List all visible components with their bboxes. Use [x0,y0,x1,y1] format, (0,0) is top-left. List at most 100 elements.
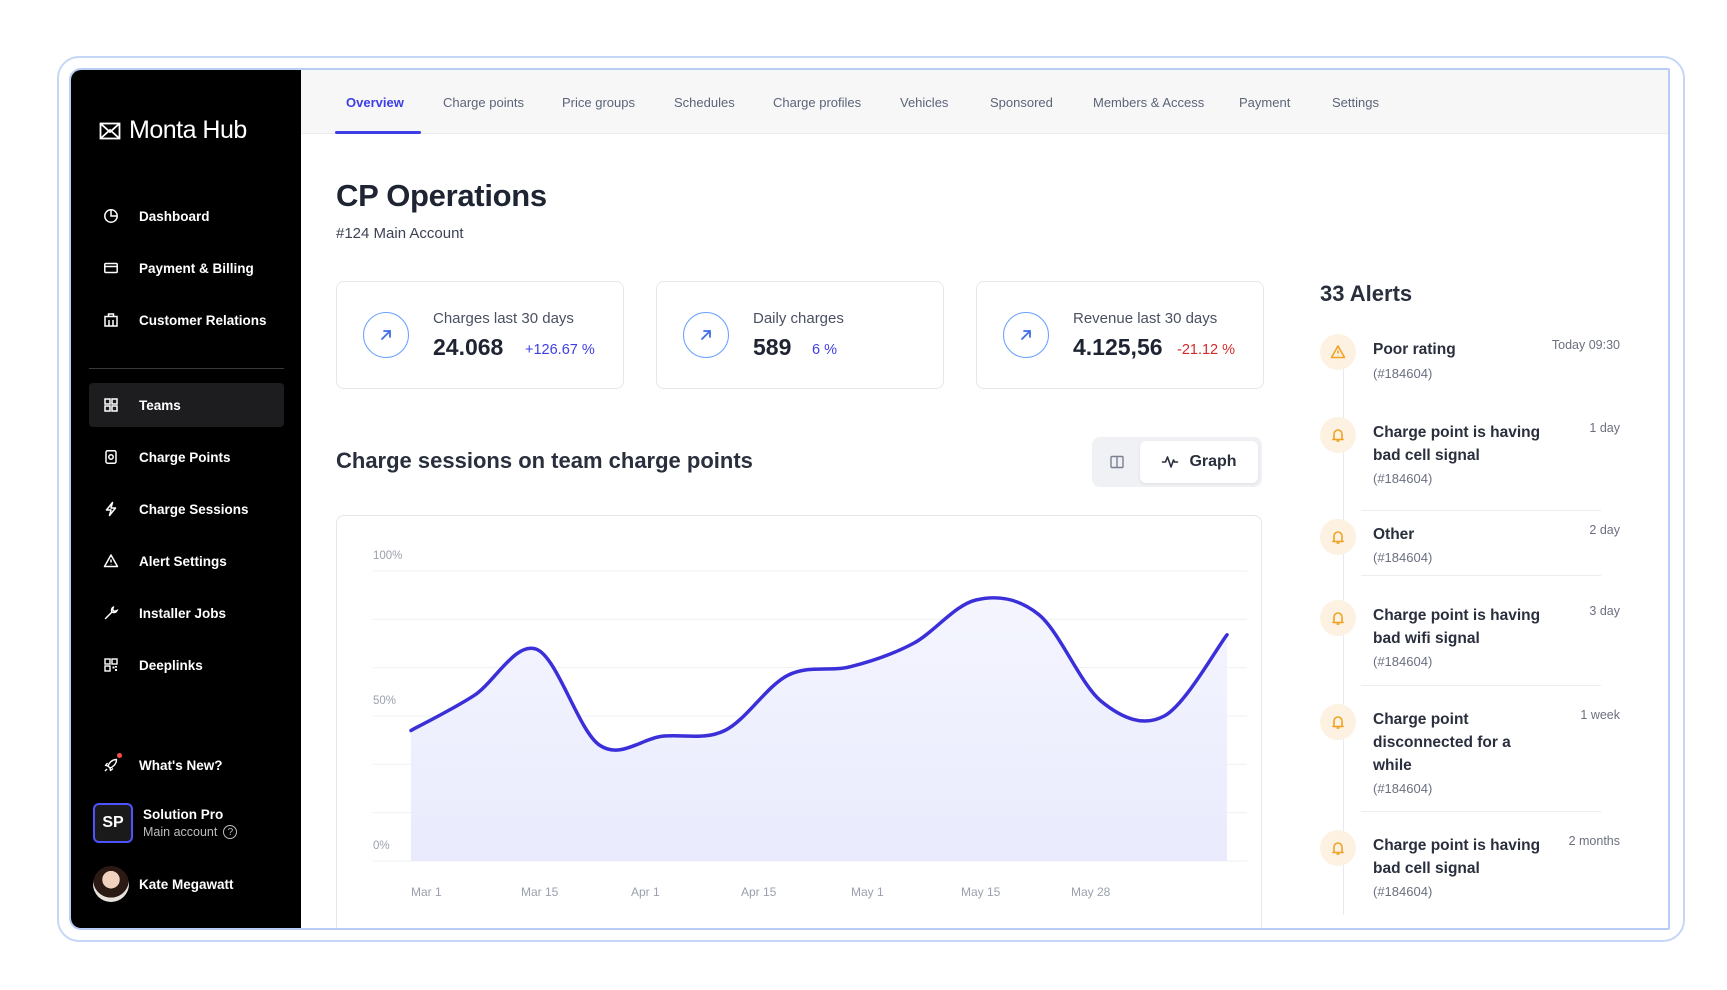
alert-title: Charge point is having bad cell signal [1373,837,1541,877]
x-tick-label: May 15 [961,885,1001,899]
tab-payment[interactable]: Payment [1239,94,1291,110]
view-toggle: Graph [1092,437,1262,487]
tab-sponsored[interactable]: Sponsored [990,94,1053,110]
alert-divider [1361,510,1601,511]
chart-card: 100% 50% 0% Mar 1 Mar 15 Apr 1 Apr 15 May 1 May … [336,515,1262,928]
tab-charge-profiles[interactable]: Charge profiles [773,94,862,110]
sidebar-item-customer-relations[interactable]: Customer Relations [89,298,284,342]
account-badge: SP [93,803,133,843]
tab-settings[interactable]: Settings [1332,94,1379,110]
alert-divider [1361,575,1601,576]
graph-view-label: Graph [1189,453,1237,470]
active-tab-indicator [335,131,421,134]
alert-id: (#184604) [1373,366,1433,381]
page-title: CP Operations [336,178,547,213]
alert-divider [1361,811,1601,812]
alert-time: Today 09:30 [1551,338,1620,352]
sidebar-item-label: Deeplinks [139,657,203,673]
whats-new-label: What's New? [139,757,223,773]
warning-icon [103,554,119,568]
tab-vehicles[interactable]: Vehicles [900,94,949,110]
sidebar-item-alert-settings[interactable]: Alert Settings [89,539,284,583]
stat-value: 4.125,56 [1073,334,1163,360]
alerts-title: 33 Alerts [1320,281,1413,306]
sidebar: Monta Hub Dashboard Payment & Billing Cu… [71,70,301,928]
stat-label: Daily charges [753,310,844,327]
outer-frame [57,56,1685,942]
sidebar-item-dashboard[interactable]: Dashboard [89,194,284,238]
stat-delta: -21.12 % [1177,342,1236,358]
stat-label: Charges last 30 days [433,310,574,327]
stat-card-revenue[interactable]: Revenue last 30 days 4.125,56 -21.12 % [976,281,1264,389]
columns-view-button[interactable] [1104,449,1130,475]
y-tick-label: 0% [373,840,390,852]
alert-id: (#184604) [1373,781,1433,796]
sidebar-item-label: Dashboard [139,208,210,224]
top-tab-bar: Overview Charge points Price groups Sche… [301,70,1668,134]
stat-delta: +126.67 % [525,342,595,358]
alert-title: Other [1373,526,1415,543]
alert-time: 3 day [1589,604,1620,618]
graph-view-button[interactable]: Graph [1140,441,1258,483]
alert-time: 2 months [1568,834,1620,848]
account-name: Solution Pro [143,807,224,822]
notification-dot [117,753,122,758]
x-tick-label: Mar 1 [411,885,442,899]
sidebar-item-label: Charge Points [139,449,231,465]
sidebar-item-charge-sessions[interactable]: Charge Sessions [89,487,284,531]
user-profile[interactable]: Kate Megawatt [93,866,234,902]
alert-id: (#184604) [1373,884,1433,899]
credit-card-icon [104,262,118,274]
alert-divider [1361,685,1601,686]
sidebar-item-label: Teams [139,397,181,413]
sidebar-item-deeplinks[interactable]: Deeplinks [89,643,284,687]
x-tick-label: Apr 1 [631,885,660,899]
tab-price-groups[interactable]: Price groups [562,94,635,110]
x-tick-label: May 1 [851,885,884,899]
alert-title: Poor rating [1373,341,1456,358]
account-type: Main account [143,825,218,839]
tab-members-access[interactable]: Members & Access [1093,94,1205,110]
sidebar-item-charge-points[interactable]: Charge Points [89,435,284,479]
x-tick-label: Mar 15 [521,885,559,899]
page-subtitle: #124 Main Account [336,225,464,242]
alert-title: Charge point is having bad cell signal [1373,424,1541,464]
alert-id: (#184604) [1373,471,1433,486]
tab-charge-points[interactable]: Charge points [443,94,524,110]
series-line [409,596,1229,752]
bell-icon [1320,600,1356,636]
y-tick-label: 50% [373,695,396,707]
envelope-logo-icon [99,122,121,139]
sidebar-item-teams[interactable]: Teams [89,383,284,427]
area-chart: 100% 50% 0% Mar 1 Mar 15 Apr 1 Apr 15 May 1 May … [373,550,1247,899]
wrench-icon [104,606,119,620]
alert-id: (#184604) [1373,654,1433,669]
charger-icon [105,450,117,464]
sidebar-item-installer-jobs[interactable]: Installer Jobs [89,591,284,635]
account-switcher[interactable]: SP Solution Pro Main account? [93,803,238,843]
trend-up-icon [683,312,729,358]
alert-title: Charge point is having bad wifi signal [1373,607,1541,647]
brand-logo[interactable]: Monta Hub [99,116,247,145]
sidebar-item-label: Payment & Billing [139,260,254,276]
rocket-icon [104,758,118,772]
trend-up-icon [1003,312,1049,358]
whats-new-link[interactable]: What's New? [103,753,223,773]
warning-icon [1320,334,1356,370]
tab-overview[interactable]: Overview [346,94,404,110]
user-name: Kate Megawatt [139,876,234,892]
tab-schedules[interactable]: Schedules [674,94,735,110]
stat-card-charges[interactable]: Charges last 30 days 24.068 +126.67 % [336,281,624,389]
trend-up-icon [363,312,409,358]
building-icon [104,313,118,327]
alert-time: 1 week [1580,708,1620,722]
alert-id: (#184604) [1373,550,1433,565]
help-icon[interactable]: ? [223,825,238,839]
pie-chart-icon [104,209,118,223]
sidebar-item-payment-billing[interactable]: Payment & Billing [89,246,284,290]
sidebar-item-label: Alert Settings [139,553,227,569]
sidebar-item-label: Installer Jobs [139,605,227,621]
stat-card-daily-charges[interactable]: Daily charges 589 6 % [656,281,944,389]
stat-label: Revenue last 30 days [1073,310,1218,327]
sidebar-item-label: Charge Sessions [139,501,249,517]
